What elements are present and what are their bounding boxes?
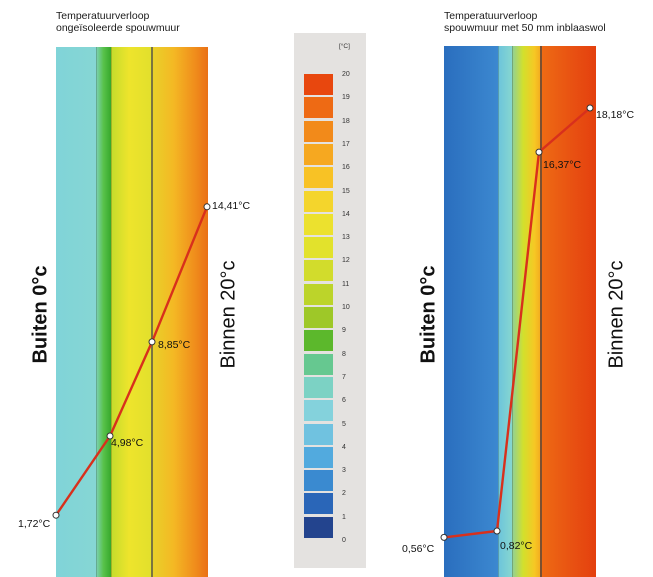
legend-swatch (304, 167, 333, 189)
right-temperature-point (586, 104, 594, 112)
right-layer-insulation (498, 46, 512, 577)
legend-tick-label: 11 (342, 280, 350, 288)
legend-swatch (304, 283, 333, 305)
legend-tick-label: 14 (342, 210, 350, 218)
legend-tick-label: 17 (342, 140, 350, 148)
legend-tick-label: 19 (342, 94, 350, 102)
right-title-line2: spouwmuur met 50 mm inblaaswol (444, 22, 606, 34)
legend-swatch (304, 446, 333, 468)
legend-swatch (304, 330, 333, 352)
legend-swatch (304, 237, 333, 259)
legend-tick-label: 4 (342, 443, 346, 451)
left-point-label: 4,98°C (111, 437, 144, 449)
left-layer-divider (151, 47, 153, 577)
right-point-label: 16,37°C (543, 159, 582, 171)
left-point-label: 1,72°C (18, 518, 51, 530)
legend-swatch (304, 400, 333, 422)
right-layer-divider (498, 46, 499, 577)
right-layer-outer-brick (444, 46, 498, 577)
left-title-line2: ongeïsoleerde spouwmuur (56, 22, 180, 34)
right-temperature-point (440, 533, 448, 541)
right-point-label: 0,56°C (402, 543, 435, 555)
legend-swatch (304, 260, 333, 282)
legend-swatch (304, 376, 333, 398)
temperature-legend: [°C] 20 19 18 17 16 15 14 13 12 11 10 9 8 7 6 5 4 3 2 1 0 (294, 33, 366, 568)
legend-tick-label: 10 (342, 304, 350, 311)
legend-swatch (304, 143, 333, 165)
left-layer-divider (111, 47, 112, 577)
legend-swatch (304, 307, 333, 328)
legend-swatch (304, 190, 333, 212)
right-wall-diagram (444, 46, 596, 577)
legend-tick-label: 3 (342, 467, 346, 475)
left-panel-title: Temperatuurverloop ongeïsoleerde spouwmu… (56, 10, 180, 34)
legend-tick-label: 8 (342, 350, 346, 358)
legend-tick-label: 1 (342, 513, 346, 521)
legend-swatch (304, 74, 333, 95)
left-wall-diagram (56, 47, 208, 577)
right-temperature-point (535, 148, 543, 156)
left-point-label: 14,41°C (212, 200, 251, 212)
left-layer-inner-brick (111, 47, 151, 577)
right-inside-label: Binnen 20°c (605, 260, 628, 369)
left-point-label: 8,85°C (158, 339, 191, 351)
legend-tick-label: 2 (342, 490, 346, 498)
legend-swatch (304, 97, 333, 119)
left-temperature-line (55, 206, 209, 516)
left-title-line1: Temperatuurverloop (56, 10, 150, 22)
right-temperature-line (443, 107, 591, 539)
left-temperature-point (106, 432, 114, 440)
legend-tick-label: 12 (342, 257, 350, 265)
legend-tick-label: 7 (342, 373, 346, 381)
legend-swatch (304, 353, 333, 375)
legend-tick-label: 13 (342, 234, 350, 242)
legend-tick-label: 15 (342, 187, 350, 195)
left-layer-plaster (151, 47, 208, 577)
legend-tick-label: 5 (342, 420, 346, 428)
legend-swatch (304, 423, 333, 445)
right-layer-divider (512, 46, 513, 577)
left-layer-outer-brick (56, 47, 96, 577)
legend-tick-label: 6 (342, 397, 346, 405)
legend-tick-label: 16 (342, 164, 350, 172)
left-layer-cavity (96, 47, 111, 577)
legend-swatch (304, 120, 333, 142)
legend-swatch (304, 516, 333, 538)
right-title-line1: Temperatuurverloop (444, 10, 538, 22)
legend-tick-label: 0 (342, 537, 346, 544)
left-temperature-point (203, 203, 211, 211)
legend-tick-label: 9 (342, 327, 346, 335)
right-outside-label: Buiten 0°c (417, 265, 440, 364)
legend-tick-label: 20 (342, 71, 350, 78)
left-layer-divider (96, 47, 97, 577)
left-temperature-point (52, 511, 60, 519)
right-layer-plaster (540, 46, 596, 577)
right-layer-inner-brick (512, 46, 540, 577)
right-layer-divider (540, 46, 542, 577)
legend-tick-label: 18 (342, 117, 350, 125)
legend-swatch (304, 213, 333, 235)
legend-swatch (304, 493, 333, 515)
legend-unit: [°C] (339, 43, 350, 50)
right-point-label: 18,18°C (596, 109, 635, 121)
right-temperature-point (493, 527, 501, 535)
right-panel-title: Temperatuurverloop spouwmuur met 50 mm i… (444, 10, 606, 34)
legend-swatch (304, 470, 333, 492)
right-point-label: 0,82°C (500, 540, 533, 552)
left-temperature-point (148, 338, 156, 346)
